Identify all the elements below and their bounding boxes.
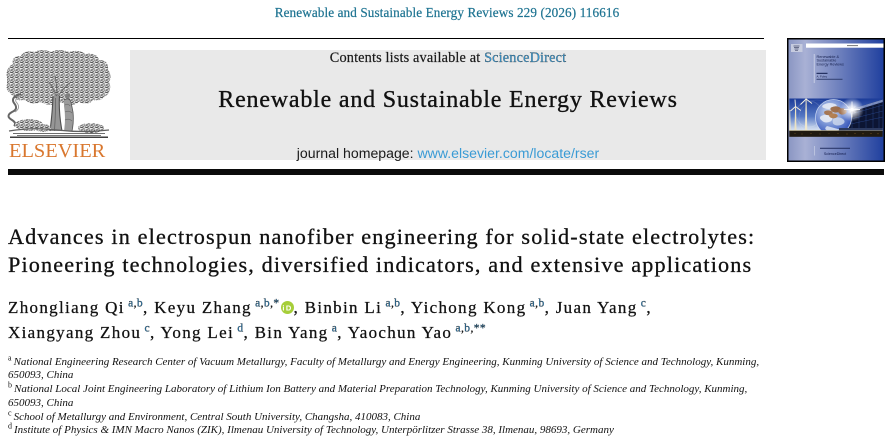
svg-text:iD: iD (282, 303, 292, 312)
svg-text:Renewable &: Renewable & (817, 54, 840, 58)
svg-text:A. Foley: A. Foley (817, 74, 828, 78)
svg-text:ScienceDirect: ScienceDirect (824, 152, 846, 156)
svg-text:Sustainable: Sustainable (817, 58, 837, 62)
svg-text:Energy Reviews: Energy Reviews (817, 62, 845, 66)
